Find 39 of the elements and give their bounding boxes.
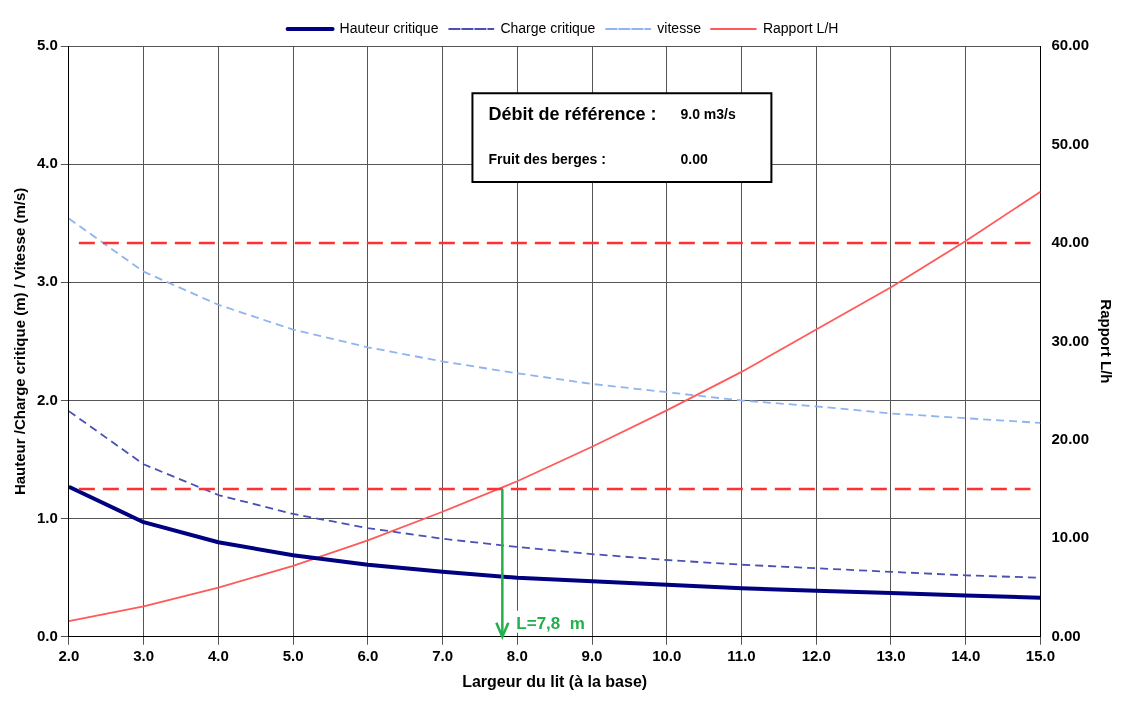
- y-tick-label: 5.0: [36, 36, 58, 54]
- x-tick-label: 15.0: [1025, 646, 1056, 664]
- x-tick-label: 13.0: [876, 646, 906, 664]
- ref-line-label: L=7,8 m: [516, 613, 585, 633]
- x-tick-label: 10.0: [652, 646, 682, 664]
- y2-axis-title: Rapport L/h: [1097, 299, 1115, 384]
- legend-label: Rapport L/H: [762, 19, 839, 36]
- y2-tick-label: 10.00: [1051, 528, 1090, 546]
- x-tick-label: 12.0: [801, 646, 831, 664]
- x-tick-label: 2.0: [58, 646, 80, 664]
- y-tick-label: 0.0: [36, 626, 58, 644]
- x-tick-label: 14.0: [951, 646, 981, 664]
- y-tick-label: 2.0: [36, 390, 58, 408]
- y-axis-title: Hauteur /Charge critique (m) / Vitesse (m/s): [11, 187, 29, 496]
- annotation: Fruit des berges :: [488, 150, 606, 167]
- y2-tick-label: 30.00: [1051, 331, 1090, 349]
- y-tick-label: 1.0: [36, 508, 58, 526]
- legend-label: Hauteur critique: [339, 19, 439, 36]
- x-tick-label: 11.0: [727, 646, 756, 664]
- annotation: Débit de référence :: [488, 104, 657, 125]
- y2-tick-label: 60.00: [1051, 36, 1090, 54]
- annotation: 9.0 m3/s: [680, 106, 736, 123]
- x-tick-label: 4.0: [207, 646, 229, 664]
- y2-tick-label: 40.00: [1051, 233, 1090, 251]
- x-tick-label: 7.0: [432, 646, 453, 664]
- annotation: 0.00: [680, 150, 708, 167]
- x-tick-label: 9.0: [581, 646, 603, 664]
- y-tick-label: 4.0: [36, 154, 58, 172]
- x-tick-label: 3.0: [133, 646, 155, 664]
- y2-tick-label: 0.00: [1051, 626, 1081, 644]
- legend-label: Charge critique: [500, 19, 596, 36]
- y2-tick-label: 50.00: [1051, 134, 1090, 152]
- x-tick-label: 5.0: [282, 646, 304, 664]
- x-axis-title: Largeur du lit (à la base): [462, 672, 648, 690]
- y-tick-label: 3.0: [36, 272, 58, 290]
- legend-label: vitesse: [657, 19, 702, 36]
- x-tick-label: 6.0: [357, 646, 379, 664]
- x-tick-label: 8.0: [506, 646, 528, 664]
- y2-tick-label: 20.00: [1051, 430, 1090, 448]
